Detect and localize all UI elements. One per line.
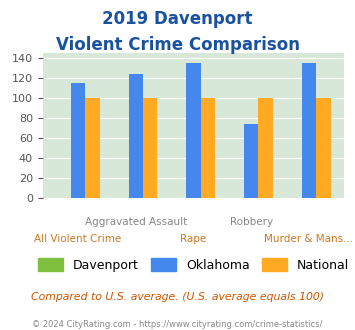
Legend: Davenport, Oklahoma, National: Davenport, Oklahoma, National: [38, 258, 349, 272]
Text: Compared to U.S. average. (U.S. average equals 100): Compared to U.S. average. (U.S. average …: [31, 292, 324, 302]
Bar: [143, 98, 157, 198]
Bar: [316, 98, 331, 198]
Bar: [129, 74, 143, 198]
Bar: [201, 98, 215, 198]
Text: 2019 Davenport: 2019 Davenport: [102, 10, 253, 28]
Text: All Violent Crime: All Violent Crime: [34, 234, 122, 244]
Bar: [71, 83, 85, 198]
Text: © 2024 CityRating.com - https://www.cityrating.com/crime-statistics/: © 2024 CityRating.com - https://www.city…: [32, 320, 323, 329]
Text: Murder & Mans...: Murder & Mans...: [264, 234, 354, 244]
Bar: [258, 98, 273, 198]
Text: Aggravated Assault: Aggravated Assault: [84, 217, 187, 227]
Bar: [302, 63, 316, 198]
Text: Rape: Rape: [180, 234, 207, 244]
Bar: [85, 98, 100, 198]
Text: Violent Crime Comparison: Violent Crime Comparison: [55, 36, 300, 54]
Bar: [186, 63, 201, 198]
Bar: [244, 124, 258, 198]
Text: Robbery: Robbery: [230, 217, 273, 227]
